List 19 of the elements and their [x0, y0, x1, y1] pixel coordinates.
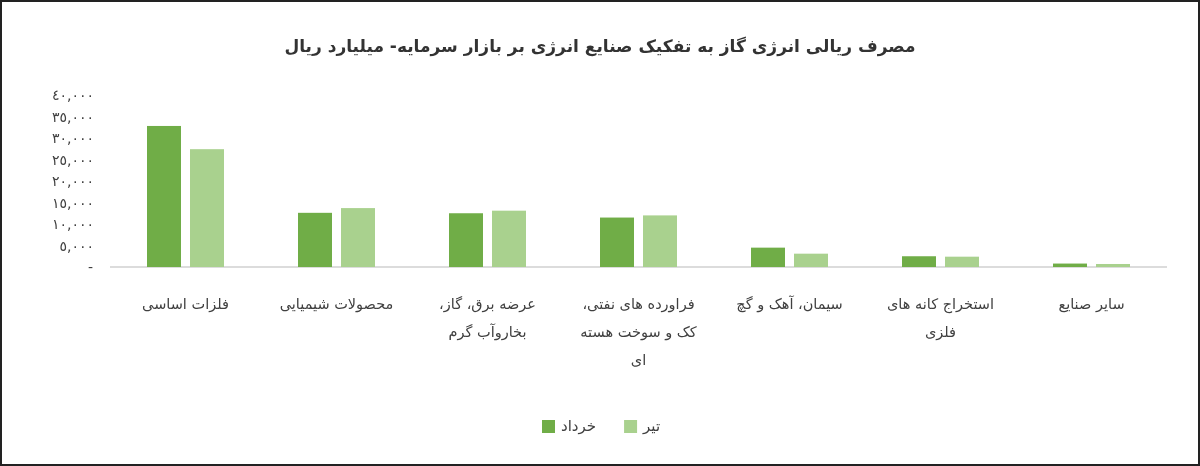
y-tick-label: ٣٠,٠٠٠	[50, 129, 94, 147]
chart-title: مصرف ریالی انرژی گاز به تفکیک صنایع انرژی بر بازار سرمایه- میلیارد ریال	[283, 36, 917, 56]
y-tick-label: ٣٥,٠٠٠	[50, 107, 94, 126]
y-tick-label: -	[86, 258, 94, 276]
y-tick-label: ٥,٠٠٠	[58, 236, 94, 255]
x-tick-label: سیمان، آهک و گچ	[735, 294, 844, 315]
legend-label: خرداد	[561, 416, 597, 436]
x-tick-label: عرضه برق، گاز، بخاروآب گرم	[438, 295, 537, 343]
x-tick-label: محصولات شیمیایی	[278, 295, 395, 315]
y-tick-label: ١٠,٠٠٠	[50, 215, 94, 233]
x-tick-label: فلزات اساسی	[141, 295, 230, 315]
y-tick-label: ٢٠,٠٠٠	[50, 172, 94, 190]
x-tick-label: فراورده های نفتی، کک و سوخت هسته ای	[579, 295, 698, 370]
legend-label: تیر	[643, 416, 661, 436]
x-tick-label: سایر صنایع	[1057, 295, 1126, 315]
y-tick-label: ١٥,٠٠٠	[50, 193, 94, 212]
x-tick-label: استخراج کانه های فلزی	[885, 295, 996, 343]
y-tick-label: ٢٥,٠٠٠	[50, 150, 94, 169]
y-tick-label: ٤٠,٠٠٠	[50, 86, 94, 104]
